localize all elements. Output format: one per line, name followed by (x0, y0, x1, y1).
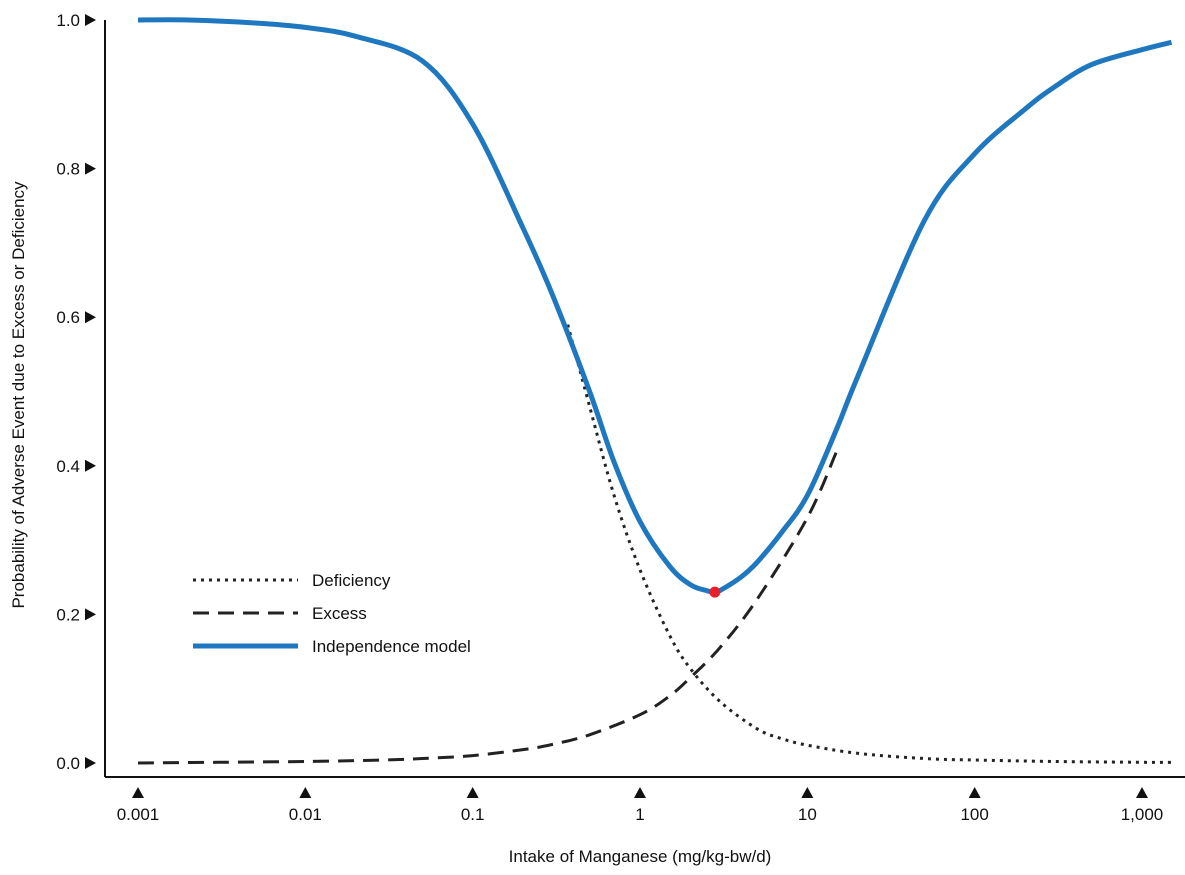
x-axis-title: Intake of Manganese (mg/kg-bw/d) (509, 847, 772, 866)
series-group (137, 17, 1173, 765)
x-axis-ticks: 0.001 0.01 0.1 1 10 100 1,000 (117, 787, 1164, 824)
y-tick-arrow-icon (85, 608, 96, 621)
x-tick-arrow-icon (466, 787, 479, 798)
x-tick-label: 10 (798, 805, 817, 824)
legend-label: Deficiency (312, 571, 391, 590)
legend-label: Independence model (312, 637, 471, 656)
series-line-independence-model (137, 17, 1173, 595)
y-tick-label: 0.4 (56, 457, 80, 476)
series-line-deficiency (566, 324, 1172, 764)
x-tick-arrow-icon (132, 787, 144, 798)
y-tick-arrow-icon (85, 757, 96, 769)
legend: Deficiency Excess Independence model (193, 571, 471, 656)
x-tick-label: 1 (635, 805, 644, 824)
x-tick-label: 100 (960, 805, 988, 824)
x-tick-arrow-icon (801, 787, 814, 798)
x-tick-arrow-icon (968, 787, 981, 798)
x-tick-arrow-icon (1136, 787, 1148, 798)
y-axis-ticks: 0.0 0.2 0.4 0.6 0.8 1.0 (56, 11, 96, 773)
x-tick-arrow-icon (634, 787, 646, 798)
y-axis-title: Probability of Adverse Event due to Exce… (9, 181, 28, 609)
y-tick-arrow-icon (85, 459, 96, 472)
y-tick-label: 0.6 (56, 308, 80, 327)
series-line-excess (137, 450, 839, 765)
x-tick-arrow-icon (299, 787, 312, 798)
axes (104, 20, 1185, 778)
minimum-point-marker (709, 586, 721, 598)
y-tick-label: 0.0 (56, 754, 80, 773)
y-tick-arrow-icon (85, 311, 96, 324)
x-tick-label: 0.001 (117, 805, 160, 824)
y-tick-arrow-icon (85, 14, 96, 26)
x-tick-label: 0.1 (461, 805, 485, 824)
y-tick-label: 1.0 (56, 11, 80, 30)
x-tick-label: 0.01 (289, 805, 322, 824)
y-tick-label: 0.2 (56, 605, 80, 624)
legend-label: Excess (312, 604, 367, 623)
y-tick-arrow-icon (85, 162, 96, 175)
x-tick-label: 1,000 (1121, 805, 1164, 824)
y-tick-label: 0.8 (56, 160, 80, 179)
